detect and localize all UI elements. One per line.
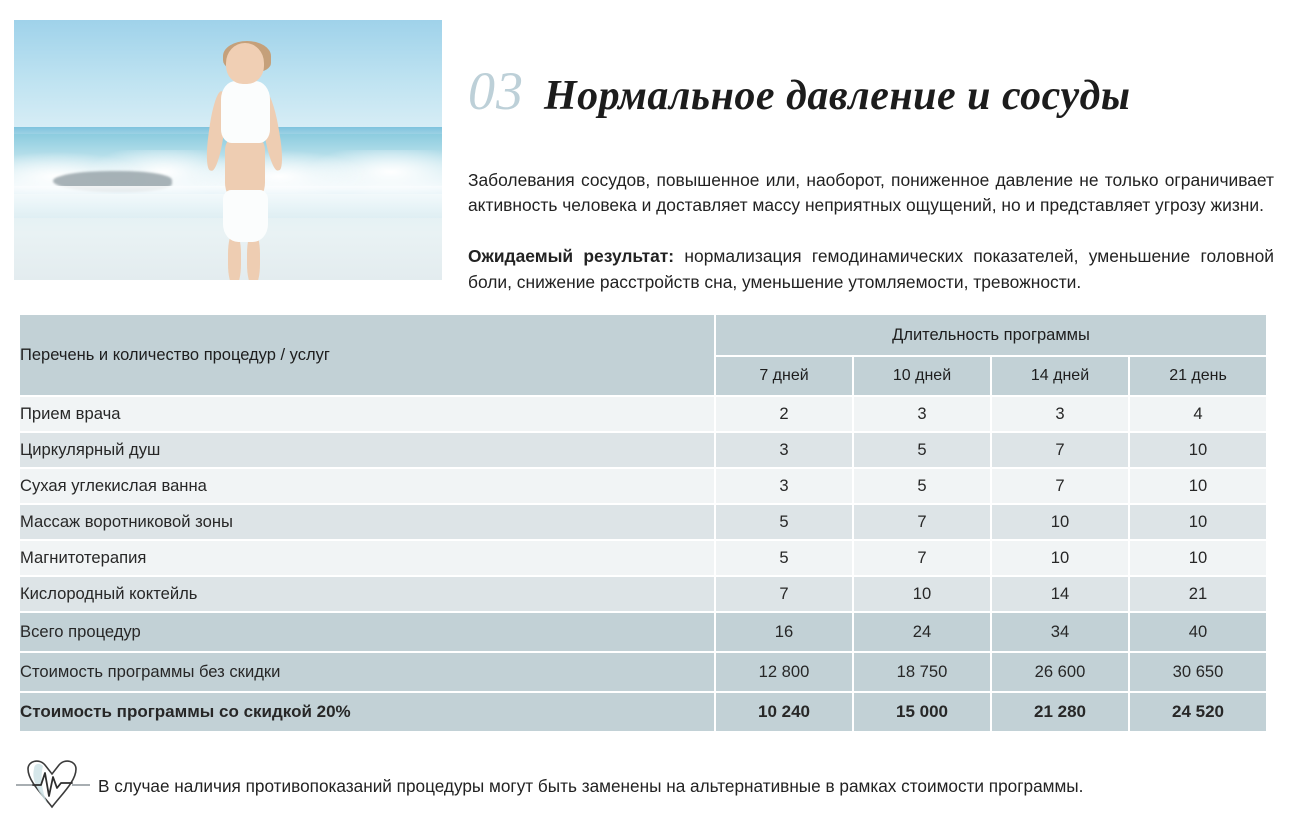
row-label: Кислородный коктейль	[20, 577, 714, 611]
expected-result-label: Ожидаемый результат:	[468, 246, 675, 267]
row-value: 15 000	[854, 693, 990, 731]
figure-torso	[220, 81, 270, 143]
figure-leg-left	[228, 232, 242, 280]
row-value: 7	[992, 433, 1128, 467]
program-table: Перечень и количество процедур / услуг Д…	[18, 313, 1268, 733]
title-row: 03 Нормальное давление и сосуды	[468, 46, 1278, 146]
figure-shorts	[222, 190, 268, 243]
expected-result-paragraph: Ожидаемый результат: нормализация гемоди…	[468, 244, 1274, 294]
row-value: 30 650	[1130, 653, 1267, 691]
row-value: 18 750	[854, 653, 990, 691]
table-row: Кислородный коктейль 7 10 14 21	[20, 577, 1267, 611]
page-title: Нормальное давление и сосуды	[544, 73, 1131, 120]
table-body: Прием врача 2 3 3 4 Циркулярный душ 3 5 7 10 Сухая…	[20, 397, 1267, 731]
heart-pulse-icon	[14, 757, 90, 815]
row-value: 2	[716, 397, 852, 431]
row-label: Стоимость программы со скидкой 20%	[20, 693, 714, 731]
photo-runner-figure	[198, 41, 292, 280]
row-value: 7	[854, 541, 990, 575]
row-value: 40	[1130, 613, 1267, 651]
row-value: 7	[992, 469, 1128, 503]
row-value: 10	[1130, 433, 1267, 467]
row-value: 10	[1130, 505, 1267, 539]
row-value: 24	[854, 613, 990, 651]
row-label: Массаж воротниковой зоны	[20, 505, 714, 539]
figure-waist	[225, 138, 265, 200]
row-value: 3	[854, 397, 990, 431]
row-value: 10	[854, 577, 990, 611]
table-row: Стоимость программы без скидки 12 800 18 7…	[20, 653, 1267, 691]
hero-photo	[14, 20, 442, 280]
row-value: 7	[854, 505, 990, 539]
header-section: 03 Нормальное давление и сосуды Заболева…	[0, 0, 1292, 300]
row-label: Стоимость программы без скидки	[20, 653, 714, 691]
row-value: 10	[1130, 469, 1267, 503]
row-value: 10	[992, 505, 1128, 539]
column-header-21-days: 21 день	[1130, 357, 1267, 395]
row-value: 5	[716, 541, 852, 575]
expected-result-text: нормализация гемодинамических показателе…	[468, 246, 1274, 292]
row-value: 12 800	[716, 653, 852, 691]
table-row: Массаж воротниковой зоны 5 7 10 10	[20, 505, 1267, 539]
table-row: Циркулярный душ 3 5 7 10	[20, 433, 1267, 467]
row-label: Магнитотерапия	[20, 541, 714, 575]
table-row: Сухая углекислая ванна 3 5 7 10	[20, 469, 1267, 503]
row-value: 5	[716, 505, 852, 539]
row-value: 3	[716, 433, 852, 467]
column-header-14-days: 14 дней	[992, 357, 1128, 395]
table-head: Перечень и количество процедур / услуг Д…	[20, 315, 1267, 395]
row-value: 26 600	[992, 653, 1128, 691]
row-value: 7	[716, 577, 852, 611]
row-label: Циркулярный душ	[20, 433, 714, 467]
program-table-container: Перечень и количество процедур / услуг Д…	[18, 313, 1268, 733]
section-number: 03	[468, 61, 524, 122]
row-value: 24 520	[1130, 693, 1267, 731]
row-value: 10	[1130, 541, 1267, 575]
table-row: Прием врача 2 3 3 4	[20, 397, 1267, 431]
row-value: 10	[992, 541, 1128, 575]
figure-leg-right	[246, 232, 261, 280]
table-row: Магнитотерапия 5 7 10 10	[20, 541, 1267, 575]
column-header-duration-group: Длительность программы	[716, 315, 1267, 355]
footnote-text: В случае наличия противопоказаний процед…	[98, 775, 1084, 796]
row-value: 21 280	[992, 693, 1128, 731]
table-row: Стоимость программы со скидкой 20% 10 240…	[20, 693, 1267, 731]
table-row: Всего процедур 16 24 34 40	[20, 613, 1267, 651]
row-value: 34	[992, 613, 1128, 651]
row-value: 21	[1130, 577, 1267, 611]
header-text-block: 03 Нормальное давление и сосуды Заболева…	[468, 46, 1278, 295]
column-header-services: Перечень и количество процедур / услуг	[20, 315, 714, 395]
row-label: Сухая углекислая ванна	[20, 469, 714, 503]
row-value: 3	[716, 469, 852, 503]
table-header-row-top: Перечень и количество процедур / услуг Д…	[20, 315, 1267, 395]
intro-paragraph: Заболевания сосудов, повышенное или, нао…	[468, 170, 1274, 216]
figure-head	[226, 43, 264, 84]
row-value: 10 240	[716, 693, 852, 731]
row-value: 5	[854, 469, 990, 503]
table-header-row-sub: 7 дней 10 дней 14 дней 21 день	[20, 357, 1267, 395]
column-header-10-days: 10 дней	[854, 357, 990, 395]
row-value: 4	[1130, 397, 1267, 431]
row-value: 5	[854, 433, 990, 467]
footnote: В случае наличия противопоказаний процед…	[14, 757, 1278, 815]
column-header-7-days: 7 дней	[716, 357, 852, 395]
row-value: 16	[716, 613, 852, 651]
row-label: Всего процедур	[20, 613, 714, 651]
row-value: 14	[992, 577, 1128, 611]
row-value: 3	[992, 397, 1128, 431]
row-label: Прием врача	[20, 397, 714, 431]
